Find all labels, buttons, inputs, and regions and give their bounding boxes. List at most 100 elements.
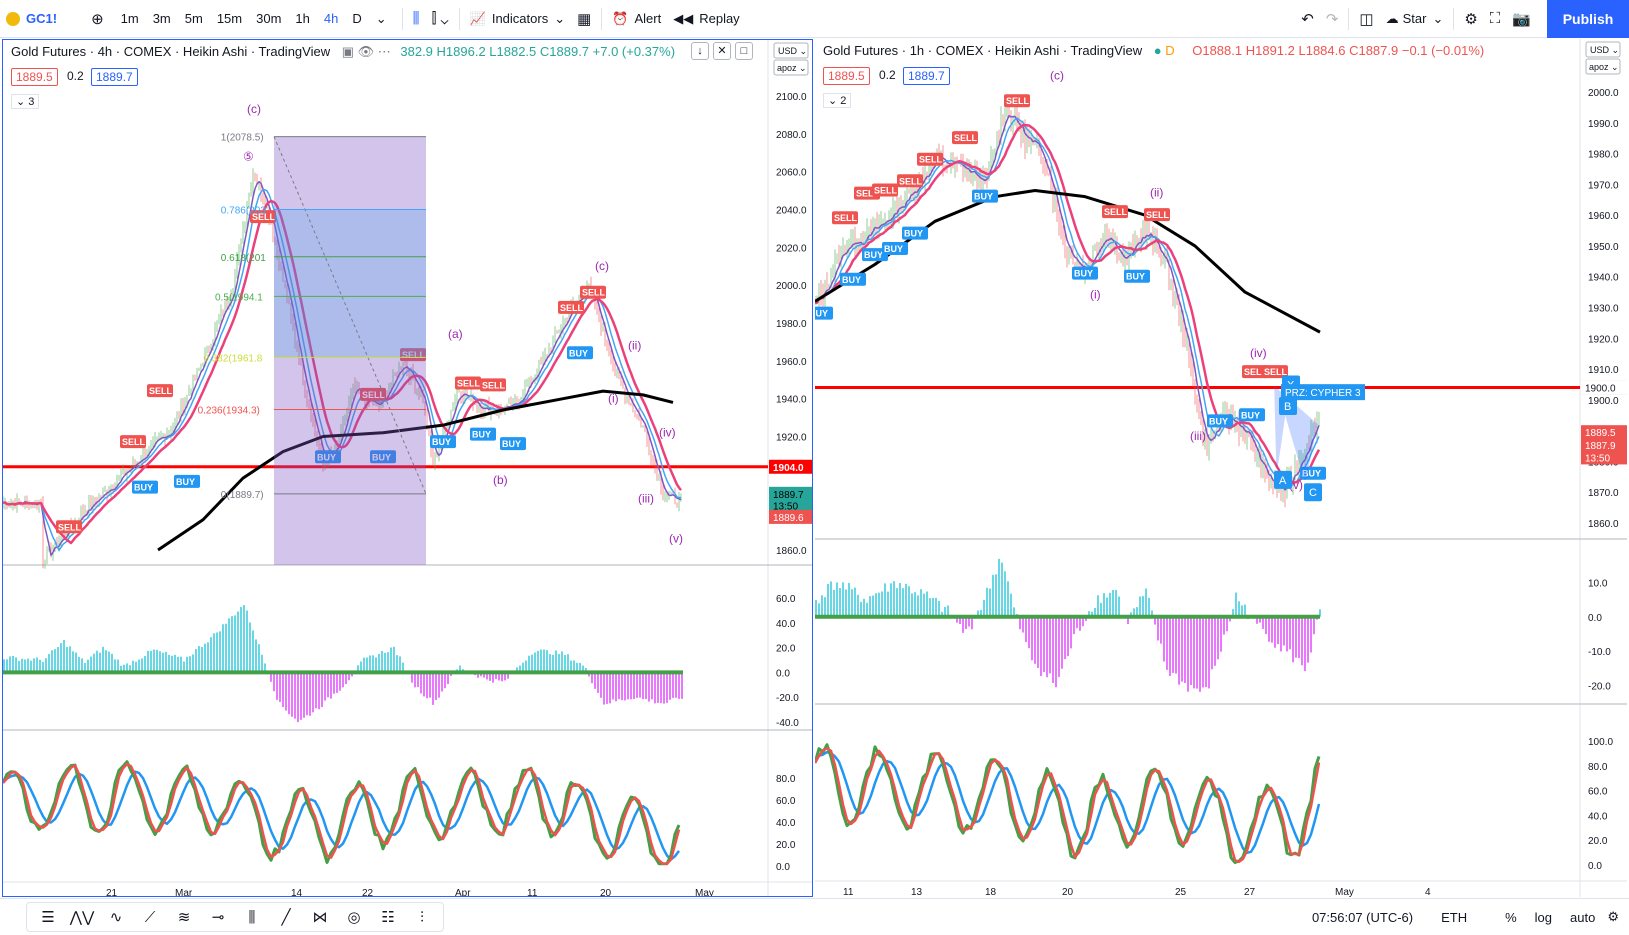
layout-split-icon[interactable]: ◫: [1359, 10, 1374, 28]
osc-histogram-bar: [1283, 616, 1285, 646]
osc-histogram-bar: [48, 653, 50, 673]
osc-histogram-bar: [201, 647, 203, 673]
buy-signal-label: BUY: [1209, 416, 1228, 426]
alert-button[interactable]: ⏰ Alert: [606, 0, 667, 38]
chart-canvas-left[interactable]: USD ⌄apoz ⌄2100.02080.02060.02040.02020.…: [3, 40, 813, 897]
drawing-tools: ☰ ⋀⋁ ∿ ⟋ ≋ ⊸ ⫼ ╱ ⋈ ◎ ☷ ⫶: [26, 902, 444, 932]
buy-signal-badge: [1239, 408, 1265, 422]
elliott-wave-label: (ii): [628, 338, 641, 352]
fib-retracement-icon[interactable]: ☷: [381, 909, 395, 926]
ohlc-values: O1888.1 H1891.2 L1884.6 C1887.9 −0.1 (−0…: [1192, 43, 1485, 58]
bars-pattern-icon[interactable]: ⫼: [248, 908, 256, 926]
menu-icon[interactable]: ☰: [41, 909, 55, 926]
fib-level-label: 0(1889.7): [221, 490, 264, 501]
sell-signal-badge: [1242, 365, 1268, 379]
sell-signal-label: SELL: [122, 437, 146, 447]
chart-pane-right[interactable]: USD ⌄ apoz ⌄ 2000.0 1990.0 1980.0 1970.0 1960.…: [815, 39, 1627, 897]
sell-signal-label: SELL: [482, 380, 506, 390]
redo-icon[interactable]: ↷: [1325, 10, 1339, 28]
zigzag-icon[interactable]: ⋀⋁: [69, 909, 95, 926]
osc-histogram-bar: [938, 600, 940, 617]
ray-icon[interactable]: ╱: [281, 909, 291, 926]
osc-histogram-bar: [836, 582, 838, 617]
clock-time[interactable]: 07:56:07 (UTC-6): [1311, 909, 1414, 925]
alert-label: Alert: [634, 11, 662, 26]
undo-icon[interactable]: ↶: [1301, 10, 1314, 28]
osc-histogram-bar: [495, 672, 497, 680]
trend-line-icon[interactable]: ⟋: [144, 908, 156, 926]
layout-button[interactable]: ☁ Star ⌄: [1380, 0, 1450, 38]
interval-dropdown-icon[interactable]: ⌄: [375, 10, 387, 26]
collapse-icon[interactable]: ✕: [713, 42, 731, 60]
osc-histogram-bar: [588, 672, 590, 677]
interval-30m[interactable]: 30m: [256, 11, 282, 26]
elliott-wave-icon[interactable]: ∿: [109, 909, 123, 926]
interval-1m[interactable]: 1m: [120, 11, 139, 26]
indicator-toggle[interactable]: ⌄ 3: [11, 94, 40, 109]
compare-add-icon[interactable]: ⊕: [91, 10, 104, 28]
interval-4h[interactable]: 4h: [323, 11, 339, 26]
osc-histogram-bar: [1148, 597, 1150, 617]
restore-icon[interactable]: □: [735, 42, 753, 60]
osc-histogram-bar: [1103, 593, 1105, 617]
bar-type-icon[interactable]: ⫿ ⌄: [431, 10, 449, 27]
chart-title-controls-icon[interactable]: ▣ 👁 ⋯: [341, 44, 391, 59]
osc-histogram-bar: [96, 650, 98, 673]
osc-histogram-bar: [1229, 616, 1231, 622]
elliott-wave-label: (i): [1090, 287, 1101, 301]
interval-15m[interactable]: 15m: [216, 11, 243, 26]
fib-spiral-icon[interactable]: ◎: [347, 909, 361, 926]
interval-3m[interactable]: 3m: [152, 11, 171, 26]
osc-histogram-bar: [42, 661, 44, 673]
candle-type-icon[interactable]: ⫼: [412, 10, 420, 27]
bid-price[interactable]: 1889.5: [11, 68, 58, 86]
osc-histogram-bar: [285, 672, 287, 711]
auto-scale-toggle[interactable]: auto: [1570, 909, 1596, 925]
templates-grid-icon[interactable]: ▦: [577, 10, 592, 28]
osc-histogram-bar: [893, 581, 895, 617]
scroll-down-icon[interactable]: ↓: [691, 42, 709, 60]
osc-histogram-bar: [645, 672, 647, 700]
osc-histogram-bar: [1238, 601, 1240, 617]
osc-histogram-bar: [1166, 616, 1168, 670]
price-tick-label: 1870.0: [1588, 488, 1619, 499]
bid-price[interactable]: 1889.5: [823, 67, 870, 85]
symbol-search[interactable]: GC1!: [0, 0, 63, 38]
interval-d[interactable]: D: [352, 11, 362, 26]
buy-signal-label: BUY: [432, 437, 451, 447]
osc-histogram-bar: [87, 659, 89, 673]
channel-icon[interactable]: ≋: [177, 909, 191, 926]
osc-histogram-bar: [1181, 616, 1183, 682]
osc-tick-label: 0.0: [776, 668, 790, 679]
interval-1h[interactable]: 1h: [295, 11, 310, 26]
settings-icon[interactable]: ⚙: [1607, 909, 1619, 924]
osc-histogram-bar: [39, 659, 41, 673]
osc-histogram-bar: [612, 672, 614, 700]
osc-histogram-bar: [228, 618, 230, 673]
indicators-button[interactable]: 📈 Indicators ⌄: [464, 0, 571, 38]
hline-price-label: 1904.0: [773, 463, 804, 474]
fullscreen-icon[interactable]: ⛶: [1489, 10, 1501, 27]
chart-canvas-right[interactable]: USD ⌄ apoz ⌄ 2000.0 1990.0 1980.0 1970.0 1960.…: [815, 39, 1627, 897]
session-toggle[interactable]: ETH: [1441, 909, 1468, 925]
rsi-blue-line: [3, 770, 680, 861]
interval-5m[interactable]: 5m: [184, 11, 203, 26]
publish-button[interactable]: Publish: [1547, 0, 1629, 38]
rewind-icon: ◀◀: [673, 10, 694, 26]
xabcd-pattern-icon[interactable]: ⋈: [312, 909, 328, 926]
elliott-wave-label: (c): [1050, 69, 1064, 83]
ask-price[interactable]: 1889.7: [91, 68, 138, 86]
chart-pane-left[interactable]: USD ⌄ apoz ⌄ 2100.0 2080.0 2060.0 2040.0 2020.…: [2, 39, 813, 897]
osc-histogram-bar: [312, 672, 314, 713]
indicator-toggle[interactable]: ⌄ 2: [823, 93, 852, 108]
log-scale-toggle[interactable]: log: [1534, 909, 1553, 925]
ask-price[interactable]: 1889.7: [903, 67, 950, 85]
gear-icon[interactable]: ⚙: [1464, 10, 1478, 28]
fib-extension-icon[interactable]: ⫶: [420, 908, 424, 926]
replay-button[interactable]: ◀◀ Replay: [667, 0, 745, 38]
camera-icon[interactable]: 📷: [1512, 10, 1531, 28]
percent-scale-toggle[interactable]: %: [1505, 909, 1517, 925]
osc-histogram-bar: [1244, 604, 1246, 617]
horizontal-line-icon[interactable]: ⊸: [211, 909, 225, 926]
osc-histogram-bar: [549, 654, 551, 673]
